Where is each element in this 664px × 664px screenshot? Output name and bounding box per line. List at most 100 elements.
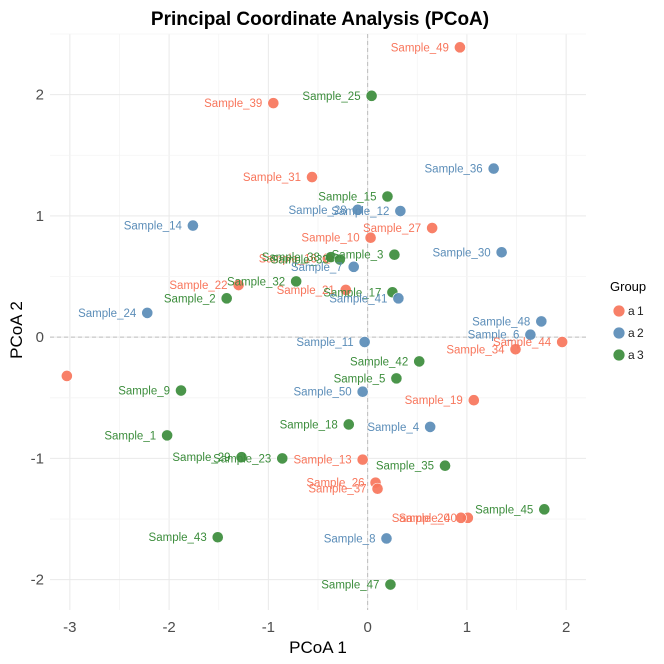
point-label: Sample_29: [172, 452, 230, 464]
data-point: [467, 394, 480, 407]
data-point: [339, 283, 352, 296]
point-label: Sample_22: [169, 280, 227, 292]
point-label: Sample_25: [302, 91, 360, 103]
point-label: Sample_18: [280, 419, 338, 431]
point-label: Sample_39: [204, 98, 262, 110]
point-label: Sample_31: [243, 172, 301, 184]
data-point: [306, 171, 318, 183]
point-label: Sample_7: [291, 262, 343, 274]
point-label: Sample_8: [324, 533, 376, 545]
point-label: Sample_24: [78, 308, 137, 320]
y-tick-label: -1: [31, 450, 44, 467]
x-axis-ticks: -3 -2 -1 0 1 2: [63, 619, 570, 636]
data-point: [141, 307, 154, 319]
data-point: [364, 231, 377, 244]
legend-title: Group: [610, 279, 646, 294]
data-point: [509, 343, 522, 356]
point-label: Sample_44: [493, 337, 552, 349]
point-label: Sample_49: [391, 42, 449, 54]
data-point: [384, 578, 397, 591]
legend-key: [613, 349, 625, 361]
data-point: [347, 260, 360, 273]
point-label: Sample_41: [329, 293, 387, 305]
x-tick-label: 1: [463, 619, 471, 636]
data-point: [455, 511, 467, 524]
data-point: [487, 162, 500, 175]
data-point: [175, 384, 187, 397]
point-label: Sample_50: [293, 387, 351, 399]
data-point: [60, 370, 73, 382]
point-label: Sample_40: [399, 513, 457, 525]
point-label: Sample_35: [376, 461, 434, 473]
data-point: [388, 248, 401, 261]
data-point: [392, 292, 405, 305]
data-point: [220, 292, 233, 305]
point-label: Sample_45: [475, 504, 533, 516]
point-label: Sample_32: [227, 276, 285, 288]
point-label: Sample_36: [425, 164, 483, 176]
data-point: [439, 459, 451, 472]
chart-title: Principal Coordinate Analysis (PCoA): [151, 9, 489, 30]
legend-glyph: a: [628, 348, 635, 362]
data-point: [380, 532, 393, 545]
legend-label: 1: [637, 304, 644, 318]
legend-glyph: a: [628, 326, 635, 340]
point-label: Sample_42: [350, 356, 408, 368]
point-labels: Sample_49 Sample_39 Sample_25 Sample_31 Samp…: [78, 42, 552, 591]
point-label: Sample_11: [296, 337, 353, 349]
data-point: [390, 372, 403, 385]
y-tick-label: 1: [36, 208, 44, 225]
y-tick-label: 2: [36, 87, 44, 104]
data-point: [371, 482, 384, 495]
data-point: [413, 355, 426, 368]
data-point: [211, 531, 224, 544]
point-label: Sample_34: [446, 344, 505, 356]
x-tick-label: -2: [162, 619, 175, 636]
point-label: Sample_14: [124, 221, 183, 233]
point-label: Sample_38: [262, 252, 320, 264]
data-point: [235, 451, 248, 464]
point-label: Sample_47: [321, 580, 379, 592]
point-label: Sample_17: [323, 287, 381, 299]
data-point: [394, 205, 407, 217]
data-point: [424, 420, 437, 433]
data-point: [351, 203, 364, 216]
legend-key: [613, 327, 625, 339]
data-point: [356, 385, 369, 398]
point-label: Sample_20: [392, 513, 450, 525]
point-label: Sample_26: [306, 478, 364, 490]
point-label: Sample_43: [149, 532, 207, 544]
data-point: [495, 246, 508, 259]
data-point: [342, 418, 355, 431]
point-label: Sample_10: [301, 233, 359, 245]
legend: Group a 1a 2a 3: [610, 279, 646, 362]
point-label: Sample_19: [405, 395, 463, 407]
data-point: [232, 279, 245, 291]
data-point: [267, 97, 280, 110]
grid: [50, 33, 586, 610]
point-label: Sample_3: [332, 250, 384, 262]
point-label: Sample_4: [367, 422, 419, 434]
legend-label: 3: [637, 348, 644, 362]
x-axis-title: PCoA 1: [289, 638, 347, 657]
x-tick-label: 0: [363, 619, 371, 636]
y-axis-title: PCoA 2: [7, 301, 26, 359]
data-point: [365, 89, 378, 102]
point-label: Sample_33: [271, 255, 329, 267]
point-label: Sample_27: [363, 223, 421, 235]
y-axis-ticks: -2 -1 0 1 2: [31, 87, 44, 589]
point-label: Sample_48: [472, 316, 530, 328]
data-point: [426, 222, 439, 234]
legend-key: [613, 305, 625, 317]
point-label: Sample_30: [432, 247, 490, 259]
data-point: [535, 315, 548, 328]
y-tick-label: -2: [31, 572, 44, 589]
point-label: Sample_12: [331, 206, 389, 218]
point-label: Sample_15: [318, 191, 376, 203]
point-label: Sample_37: [308, 484, 366, 496]
data-points: [60, 41, 569, 591]
point-label: Sample_2: [164, 293, 216, 305]
legend-glyph: a: [628, 304, 635, 318]
data-point: [333, 253, 346, 266]
